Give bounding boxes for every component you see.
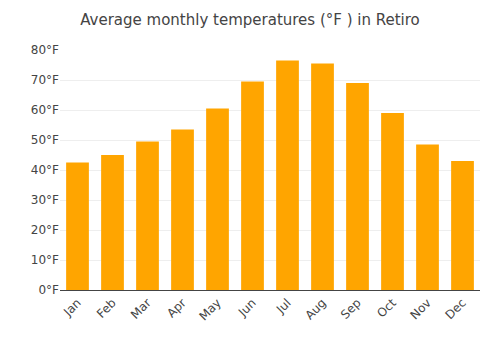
svg-text:Apr: Apr (164, 296, 189, 321)
svg-text:20°F: 20°F (31, 223, 59, 237)
svg-text:May: May (196, 296, 223, 323)
svg-text:Jul: Jul (273, 296, 294, 317)
svg-text:Mar: Mar (128, 296, 154, 322)
svg-text:Oct: Oct (374, 296, 399, 321)
svg-text:30°F: 30°F (31, 193, 59, 207)
svg-text:10°F: 10°F (31, 253, 59, 267)
svg-text:0°F: 0°F (38, 283, 59, 297)
svg-text:60°F: 60°F (31, 103, 59, 117)
svg-text:Average monthly temperatures (: Average monthly temperatures (°F ) in Re… (80, 11, 420, 29)
svg-text:Dec: Dec (443, 296, 469, 322)
svg-text:50°F: 50°F (31, 133, 59, 147)
svg-text:40°F: 40°F (31, 163, 59, 177)
svg-text:Feb: Feb (94, 296, 119, 321)
svg-text:Jun: Jun (235, 296, 259, 320)
svg-text:Sep: Sep (338, 296, 364, 322)
svg-text:70°F: 70°F (31, 73, 59, 87)
svg-text:Jan: Jan (60, 296, 84, 320)
svg-text:80°F: 80°F (31, 43, 59, 57)
svg-text:Aug: Aug (302, 296, 328, 322)
svg-text:Nov: Nov (407, 296, 433, 322)
